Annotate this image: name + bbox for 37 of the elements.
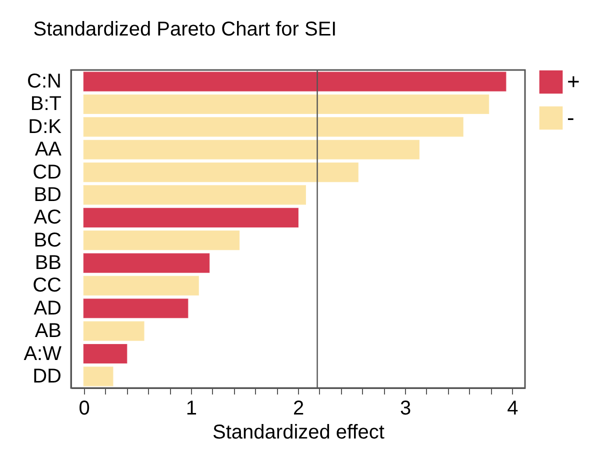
- bar: [83, 208, 298, 228]
- y-tick-label: AB: [34, 320, 62, 342]
- bar: [83, 253, 210, 273]
- y-tick-label: BB: [34, 252, 62, 274]
- y-tick-label: C:N: [27, 70, 62, 93]
- y-tick-label: D:K: [28, 116, 62, 138]
- x-tick-label: 1: [186, 398, 197, 420]
- legend-label: -: [567, 105, 574, 130]
- bar: [83, 366, 114, 386]
- y-tick-label: A:W: [24, 342, 62, 365]
- chart-title: Standardized Pareto Chart for SEI: [33, 18, 337, 40]
- legend-label: +: [567, 69, 580, 94]
- y-tick-label: CC: [32, 274, 62, 297]
- bar: [83, 140, 420, 160]
- y-tick-label: AC: [34, 206, 62, 229]
- y-tick-label: AD: [34, 297, 62, 320]
- y-tick-label: DD: [32, 365, 62, 388]
- x-tick-label: 2: [292, 398, 304, 420]
- y-tick-label: CD: [32, 161, 62, 184]
- x-tick-label: 4: [507, 398, 518, 420]
- bar: [83, 72, 506, 92]
- bar: [83, 230, 240, 250]
- x-tick-label: 0: [78, 398, 90, 420]
- bar: [83, 298, 188, 318]
- bar: [83, 94, 490, 114]
- y-tick-label: B:T: [30, 93, 62, 116]
- bar: [83, 344, 128, 364]
- y-tick-label: BD: [34, 184, 62, 206]
- y-tick-label: BC: [34, 229, 62, 252]
- x-tick-label: 3: [400, 398, 412, 420]
- bar: [83, 162, 358, 182]
- bar: [83, 185, 306, 205]
- y-tick-label: AA: [34, 138, 62, 161]
- bar: [83, 321, 144, 341]
- x-axis-title: Standardized effect: [212, 422, 385, 444]
- bar: [83, 276, 199, 296]
- bar: [83, 117, 464, 137]
